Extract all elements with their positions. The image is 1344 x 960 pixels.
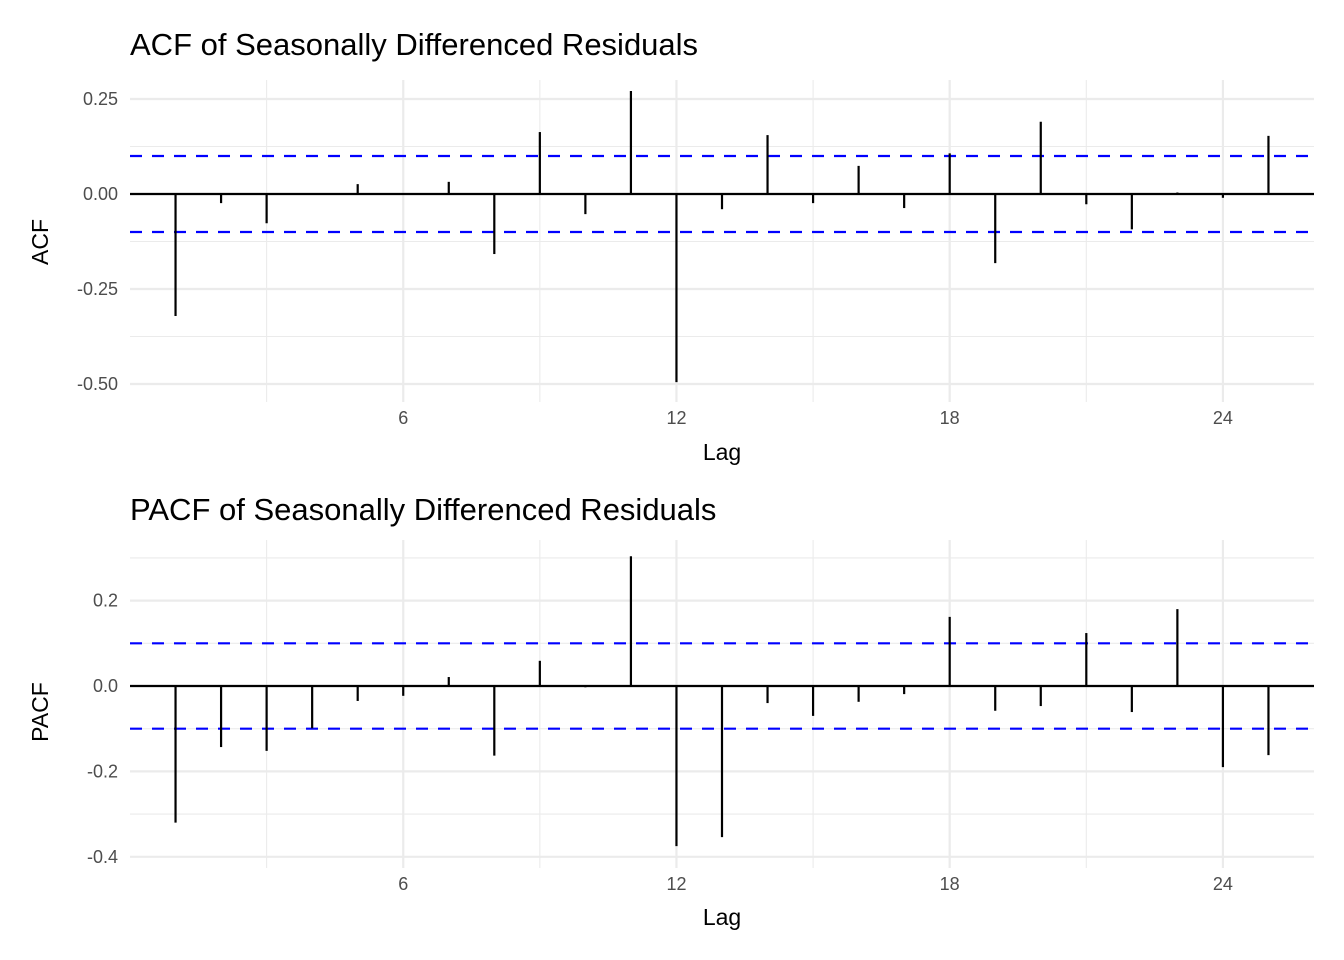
pacf-panel: PACF of Seasonally Differenced Residuals… bbox=[27, 492, 1314, 930]
acf-y-tick-label: 0.00 bbox=[83, 184, 118, 204]
acf-y-tick-label: 0.25 bbox=[83, 89, 118, 109]
acf-panel: ACF of Seasonally Differenced Residuals … bbox=[27, 27, 1314, 465]
acf-y-tick-label: -0.25 bbox=[77, 279, 118, 299]
pacf-x-tick-label: 6 bbox=[398, 874, 408, 894]
pacf-y-tick-label: 0.2 bbox=[93, 591, 118, 611]
pacf-y-tick-label: 0.0 bbox=[93, 676, 118, 696]
acf-x-axis-title: Lag bbox=[703, 439, 741, 465]
acf-x-tick-label: 6 bbox=[398, 408, 408, 428]
pacf-y-tick-label: -0.4 bbox=[87, 847, 118, 867]
pacf-x-tick-label: 24 bbox=[1213, 874, 1233, 894]
acf-x-tick-label: 18 bbox=[940, 408, 960, 428]
acf-y-axis-title: ACF bbox=[27, 219, 53, 265]
pacf-x-tick-label: 12 bbox=[666, 874, 686, 894]
pacf-x-axis-title: Lag bbox=[703, 904, 741, 930]
pacf-x-tick-label: 18 bbox=[940, 874, 960, 894]
pacf-y-tick-label: -0.2 bbox=[87, 761, 118, 781]
pacf-chart-title: PACF of Seasonally Differenced Residuals bbox=[130, 492, 716, 527]
acf-x-tick-label: 12 bbox=[666, 408, 686, 428]
acf-chart-title: ACF of Seasonally Differenced Residuals bbox=[130, 27, 698, 62]
pacf-y-axis-title: PACF bbox=[27, 682, 53, 742]
acf-x-tick-label: 24 bbox=[1213, 408, 1233, 428]
acf-y-tick-label: -0.50 bbox=[77, 374, 118, 394]
acf-gridlines bbox=[130, 80, 1314, 402]
